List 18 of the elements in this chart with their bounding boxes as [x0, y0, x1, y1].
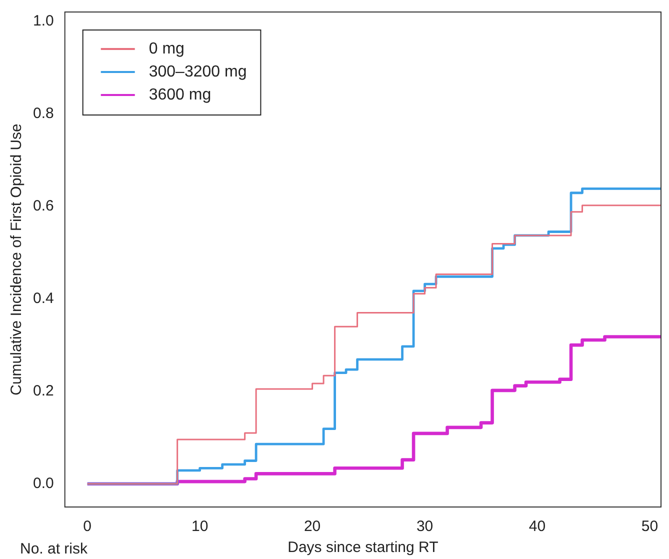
- x-tick-label: 10: [191, 518, 208, 536]
- y-tick-label: 0.8: [32, 104, 54, 122]
- legend-label: 3600 mg: [148, 86, 212, 104]
- x-tick-label: 50: [641, 518, 658, 536]
- y-tick-label: 0.4: [32, 290, 54, 307]
- legend-label: 0 mg: [148, 40, 184, 58]
- y-tick-label: 0.2: [32, 382, 54, 400]
- x-tick-label: 0: [83, 518, 92, 536]
- y-tick-label: 0.6: [32, 197, 54, 214]
- y-tick-label: 1.0: [32, 12, 54, 30]
- y-axis-title: Cumulative Incidence of First Opioid Use: [8, 124, 26, 396]
- x-axis-title: Days since starting RT: [288, 539, 438, 556]
- legend-label: 300–3200 mg: [148, 63, 247, 80]
- text: No. at risk: [20, 540, 88, 558]
- x-tick-label: 40: [528, 518, 546, 536]
- x-tick-label: 30: [416, 518, 434, 536]
- y-tick-label: 0.0: [32, 475, 54, 492]
- x-tick-label: 20: [304, 518, 321, 536]
